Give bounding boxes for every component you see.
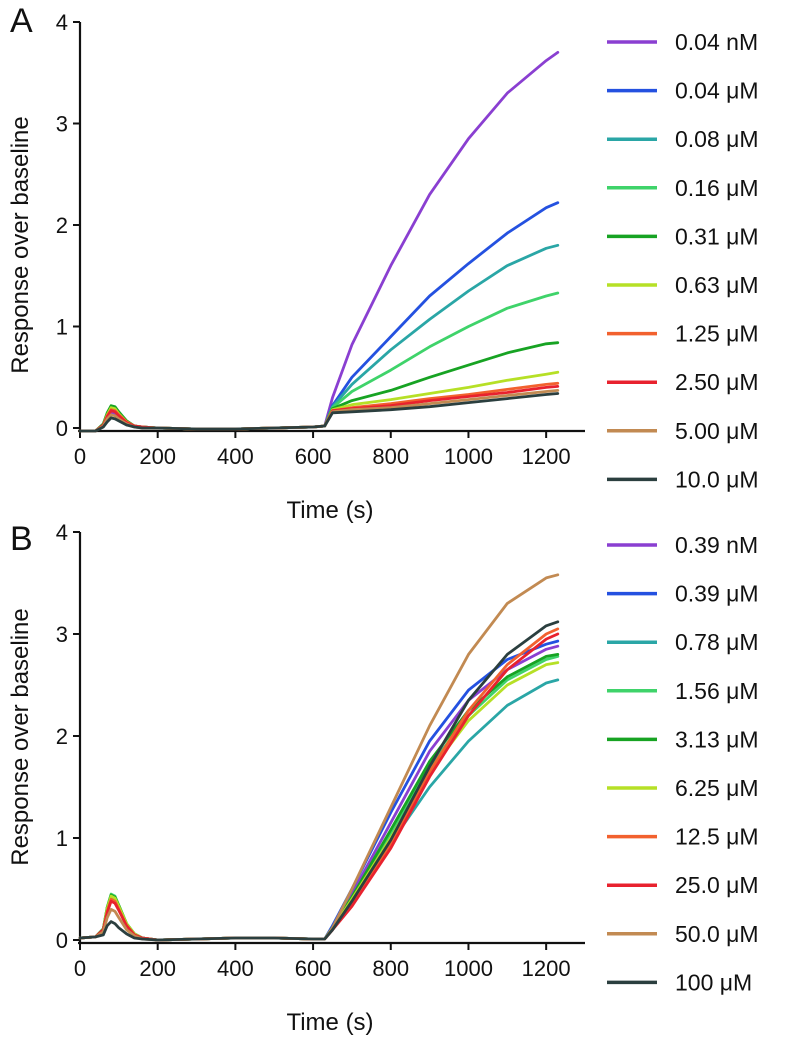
- series-line: [78, 661, 560, 942]
- legend-label: 0.78 μM: [675, 629, 759, 655]
- y-tick-label: 3: [56, 112, 68, 137]
- x-tick-label: 400: [217, 956, 254, 981]
- series-line: [78, 655, 560, 942]
- x-tick-label: 800: [372, 444, 409, 469]
- series-line: [78, 51, 560, 433]
- legend-label: 3.13 μM: [675, 726, 759, 752]
- legend-label: 0.04 μM: [675, 78, 759, 104]
- y-axis-label: Response over baseline: [7, 116, 34, 374]
- panel-label: B: [10, 520, 33, 558]
- panel-label: A: [10, 2, 33, 40]
- x-tick-label: 1000: [444, 956, 493, 981]
- series-line: [78, 392, 560, 433]
- x-axis-label: Time (s): [286, 1009, 373, 1036]
- legend-label: 0.39 nM: [675, 532, 758, 558]
- legend-label: 0.31 μM: [675, 223, 759, 249]
- y-tick-label: 0: [56, 928, 68, 953]
- legend-label: 0.63 μM: [675, 272, 759, 298]
- series-line: [78, 388, 560, 433]
- series-line: [78, 243, 560, 433]
- x-tick-label: 1200: [522, 444, 571, 469]
- legend-label: 12.5 μM: [675, 824, 759, 850]
- y-tick-label: 1: [56, 826, 68, 851]
- series-line: [78, 620, 560, 942]
- panel-b: B Response over baseline Time (s) 012340…: [7, 520, 759, 1036]
- legend-label: 0.39 μM: [675, 581, 759, 607]
- y-tick-label: 0: [56, 416, 68, 441]
- legend-label: 0.16 μM: [675, 175, 759, 201]
- legend-label: 5.00 μM: [675, 418, 759, 444]
- x-tick-label: 1000: [444, 444, 493, 469]
- x-tick-label: 600: [295, 444, 332, 469]
- x-tick-label: 400: [217, 444, 254, 469]
- legend-label: 100 μM: [675, 969, 752, 995]
- y-tick-label: 3: [56, 622, 68, 647]
- panel-a: A Response over baseline Time (s) 012340…: [7, 2, 759, 524]
- legend-label: 0.08 μM: [675, 126, 759, 152]
- series-line: [78, 653, 560, 942]
- x-tick-label: 600: [295, 956, 332, 981]
- x-tick-label: 1200: [522, 956, 571, 981]
- series-line: [78, 573, 560, 942]
- y-tick-label: 2: [56, 724, 68, 749]
- legend-label: 25.0 μM: [675, 872, 759, 898]
- series-line: [78, 381, 560, 433]
- x-tick-label: 800: [372, 956, 409, 981]
- series-line: [78, 291, 560, 433]
- y-tick-label: 2: [56, 213, 68, 238]
- legend-label: 50.0 μM: [675, 921, 759, 947]
- x-axis-label: Time (s): [286, 497, 373, 524]
- legend-label: 1.25 μM: [675, 321, 759, 347]
- legend-label: 6.25 μM: [675, 775, 759, 801]
- y-tick-label: 4: [56, 520, 68, 545]
- series-line: [78, 341, 560, 433]
- x-tick-label: 0: [74, 956, 86, 981]
- x-tick-label: 200: [139, 956, 176, 981]
- x-tick-label: 0: [74, 444, 86, 469]
- series-line: [78, 678, 560, 942]
- legend-label: 10.0 μM: [675, 466, 759, 492]
- legend-label: 2.50 μM: [675, 369, 759, 395]
- y-tick-label: 4: [56, 10, 68, 35]
- legend-label: 0.04 nM: [675, 29, 758, 55]
- y-tick-label: 1: [56, 315, 68, 340]
- x-tick-label: 200: [139, 444, 176, 469]
- y-axis-label: Response over baseline: [7, 608, 34, 866]
- legend-label: 1.56 μM: [675, 678, 759, 704]
